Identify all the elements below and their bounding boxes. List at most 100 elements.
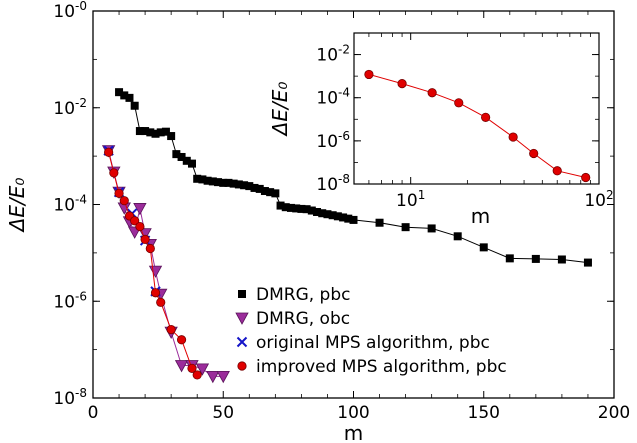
data-point — [187, 363, 197, 373]
data-point — [214, 178, 223, 187]
data-point — [349, 215, 358, 224]
data-point — [302, 205, 311, 214]
x-tick-label: 50 — [212, 403, 234, 423]
inset-y-axis-title: ΔE/E₀ — [268, 82, 292, 138]
y-axis-title: ΔE/E₀ — [5, 178, 29, 234]
inset-y-tick-label: 10-4 — [316, 86, 350, 109]
data-point — [219, 178, 228, 187]
data-point — [583, 258, 592, 267]
legend-marker — [237, 361, 247, 371]
legend-label: original MPS algorithm, pbc — [256, 333, 490, 353]
inset-data-point — [364, 69, 374, 80]
data-point — [266, 188, 275, 197]
inset-y-tick-label: 10-6 — [316, 129, 350, 152]
inset-data-point — [581, 172, 591, 183]
data-point — [271, 189, 280, 198]
data-point — [479, 243, 488, 252]
data-point — [216, 370, 230, 384]
y-tick-label: 10-6 — [53, 289, 87, 312]
inset-x-axis-title: m — [471, 204, 490, 228]
data-point — [453, 232, 462, 241]
data-point — [229, 179, 238, 188]
data-point — [307, 206, 316, 215]
data-point — [140, 234, 150, 244]
data-point — [115, 88, 124, 97]
data-point — [240, 181, 249, 190]
data-point — [193, 174, 202, 183]
data-point — [281, 203, 290, 212]
legend-label: DMRG, obc — [256, 309, 350, 329]
inset-data-point — [397, 79, 407, 89]
data-point — [125, 93, 134, 102]
data-point — [174, 360, 189, 373]
data-point — [206, 370, 220, 384]
data-point — [339, 213, 348, 222]
data-point — [109, 168, 119, 178]
series-circle — [104, 147, 202, 380]
data-point — [198, 175, 207, 184]
inset-x-tick-label: 101 — [396, 188, 425, 211]
data-point — [156, 128, 165, 137]
inset-series — [364, 69, 591, 183]
legend-marker — [235, 312, 249, 325]
data-point — [148, 265, 163, 278]
inset-y-tick-label: 10-2 — [316, 43, 350, 66]
data-point — [208, 177, 217, 186]
data-point — [167, 132, 176, 141]
y-tick-label: 10-0 — [53, 0, 87, 22]
data-point — [318, 209, 327, 218]
data-point — [505, 254, 514, 263]
data-point — [166, 324, 176, 335]
data-point — [234, 180, 243, 189]
data-point — [114, 188, 124, 198]
data-point — [286, 203, 295, 212]
y-tick-label: 10-2 — [53, 96, 87, 119]
x-axis-title: m — [344, 421, 363, 443]
y-tick-label: 10-4 — [53, 193, 87, 216]
data-point — [557, 255, 566, 264]
data-point — [195, 363, 210, 376]
legend-label: improved MPS algorithm, pbc — [256, 357, 507, 377]
inset-plot: 101 102 10-8 10-6 10-4 10-2 m ΔE/E₀ — [268, 32, 614, 228]
data-point — [375, 218, 384, 227]
legend: DMRG, pbc DMRG, obc original MPS algorithm… — [235, 285, 507, 377]
inset-data-point — [529, 148, 539, 159]
data-point — [255, 184, 264, 193]
legend-marker — [236, 336, 248, 348]
data-point — [323, 210, 332, 219]
data-point — [292, 204, 301, 213]
data-point — [297, 204, 306, 213]
data-point — [156, 297, 166, 307]
inset-data-point — [454, 98, 464, 108]
main-plot: 0 50 100 150 200 10-8 10-6 10-4 10-2 10-0 m ΔE/E₀ — [5, 0, 630, 443]
data-point — [187, 159, 196, 168]
data-point — [176, 335, 187, 345]
data-point — [177, 152, 186, 161]
data-point — [172, 150, 181, 159]
x-tick-label: 200 — [598, 403, 630, 423]
data-point — [224, 178, 233, 187]
data-point — [161, 127, 170, 136]
data-point — [141, 127, 150, 136]
data-point — [250, 183, 259, 192]
data-point — [120, 91, 129, 100]
inset-x-tick-label: 102 — [584, 188, 613, 211]
data-point — [260, 187, 269, 196]
data-point — [135, 221, 145, 232]
data-point — [146, 128, 155, 137]
data-point — [151, 129, 160, 138]
inset-data-point — [508, 132, 518, 142]
inset-data-point — [552, 166, 562, 176]
data-point — [333, 212, 342, 221]
data-point — [133, 203, 147, 216]
data-point — [192, 370, 202, 380]
data-point — [531, 254, 540, 263]
data-point — [245, 182, 254, 191]
inset-data-point — [427, 88, 437, 98]
inset-frame — [353, 32, 600, 185]
data-point — [427, 224, 436, 233]
series-square — [115, 88, 592, 267]
x-tick-label: 0 — [88, 403, 99, 423]
data-point — [104, 147, 114, 157]
